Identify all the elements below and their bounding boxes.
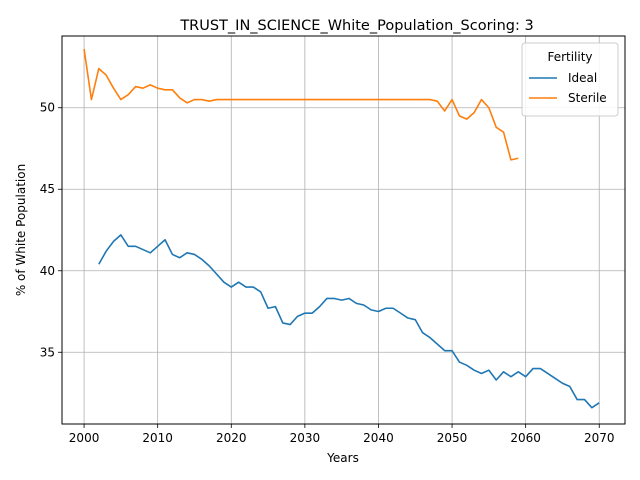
x-tick-label: 2020 — [216, 431, 247, 445]
x-tick-label: 2030 — [290, 431, 321, 445]
y-axis-label: % of White Population — [14, 164, 28, 296]
series-layer — [83, 48, 600, 409]
x-tick-label: 2070 — [584, 431, 615, 445]
legend-label-sterile: Sterile — [568, 91, 607, 105]
y-axis-ticks: 35 40 45 50 — [40, 101, 62, 359]
chart-title: TRUST_IN_SCIENCE_White_Population_Scorin… — [179, 18, 533, 34]
legend: Fertility Ideal Sterile — [521, 42, 619, 117]
series-line-sterile — [83, 48, 519, 161]
y-tick-label: 40 — [40, 264, 55, 278]
y-tick-label: 45 — [40, 182, 55, 196]
series-line-ideal — [98, 234, 600, 409]
y-tick-label: 50 — [40, 101, 55, 115]
y-tick-label: 35 — [40, 345, 55, 359]
x-tick-label: 2050 — [437, 431, 468, 445]
legend-label-ideal: Ideal — [568, 71, 597, 85]
plot-frame — [61, 35, 626, 425]
legend-title: Fertility — [547, 50, 592, 64]
x-tick-label: 2040 — [363, 431, 394, 445]
x-tick-label: 2060 — [510, 431, 541, 445]
x-axis-label: Years — [326, 451, 359, 465]
x-axis-ticks: 2000 2010 2020 2030 2040 2050 2060 2070 — [69, 424, 615, 445]
x-tick-label: 2000 — [69, 431, 100, 445]
x-tick-label: 2010 — [142, 431, 173, 445]
